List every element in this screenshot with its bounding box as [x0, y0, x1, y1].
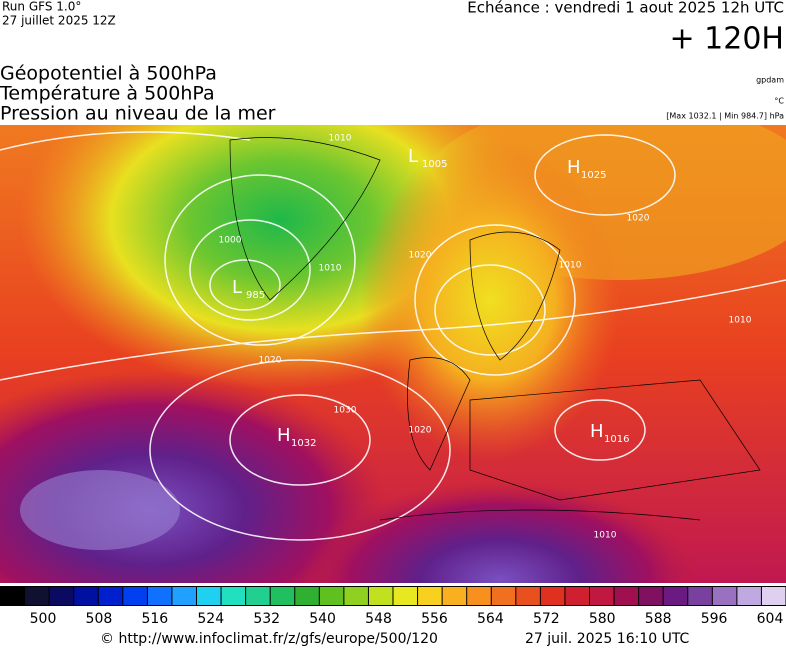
colorbar-label: 564	[477, 611, 504, 627]
title-line: Géopotentiel à 500hPa	[0, 63, 217, 85]
unit-label: [Max 1032.1 | Min 984.7] hPa	[666, 112, 784, 121]
pressure-center-value: 985	[246, 290, 265, 301]
isobar-label: 1000	[219, 236, 242, 246]
colorbar-swatch	[49, 587, 74, 605]
colorbar-swatch	[516, 587, 540, 605]
isobar-label: 1010	[329, 134, 352, 144]
colorbar-swatch	[712, 587, 737, 605]
colorbar-swatch	[467, 587, 491, 605]
colorbar-swatch	[590, 587, 614, 605]
pressure-center-value: 1016	[604, 434, 629, 445]
colorbar-label: 524	[197, 611, 224, 627]
colorbar-label: 588	[645, 611, 672, 627]
footer-time: 27 juil. 2025 16:10 UTC	[525, 631, 690, 647]
run-label: Run GFS 1.0°	[2, 0, 81, 14]
colorbar-label: 604	[757, 611, 784, 627]
colorbar-swatch	[221, 587, 246, 605]
title-line: Température à 500hPa	[0, 83, 215, 105]
isobar-label: 1020	[409, 251, 432, 261]
valid-time: Echéance : vendredi 1 aout 2025 12h UTC	[467, 0, 784, 17]
pressure-center-letter: H	[590, 421, 604, 442]
colorbar-swatch	[246, 587, 270, 605]
colorbar-swatch	[270, 587, 295, 605]
lead-time: + 120H	[670, 22, 785, 57]
colorbar-swatch	[688, 587, 712, 605]
isobar-label: 1010	[594, 531, 617, 541]
colorbar-swatch	[639, 587, 663, 605]
footer-url: © http://www.infoclimat.fr/z/gfs/europe/…	[100, 631, 438, 647]
colorbar-label: 500	[30, 611, 57, 627]
colorbar-swatch	[737, 587, 761, 605]
colorbar-label: 532	[253, 611, 280, 627]
colorbar-swatch	[418, 587, 442, 605]
colorbar-swatch	[0, 587, 25, 605]
colorbar-swatch	[344, 587, 368, 605]
isobar-label: 1020	[409, 426, 432, 436]
colorbar-label: 556	[421, 611, 448, 627]
map-field	[0, 125, 786, 583]
colorbar-swatch	[98, 587, 123, 605]
colorbar-swatch	[197, 587, 221, 605]
pressure-center-letter: L	[408, 146, 418, 167]
colorbar-label: 572	[533, 611, 560, 627]
isobar-label: 1010	[729, 316, 752, 326]
colorbar-label: 540	[309, 611, 336, 627]
colorbar-swatch	[295, 587, 319, 605]
pressure-center-letter: H	[277, 425, 291, 446]
isobar-label: 1010	[559, 261, 582, 271]
colorbar-swatch	[74, 587, 98, 605]
colorbar-label: 596	[701, 611, 728, 627]
pressure-center-letter: L	[232, 277, 242, 298]
unit-label: gpdam	[756, 76, 784, 85]
title-line: Pression au niveau de la mer	[0, 103, 276, 125]
colorbar-swatch	[393, 587, 418, 605]
isobar-label: 1030	[334, 406, 357, 416]
pressure-center-value: 1025	[581, 170, 606, 181]
colorbar-swatch	[761, 587, 786, 605]
colorbar-swatch	[565, 587, 589, 605]
colorbar-swatch	[614, 587, 639, 605]
colorbar-label: 580	[589, 611, 616, 627]
colorbar: 500 508 516 524 532 540 548 556 564 572 580 588 596 6…	[0, 587, 786, 627]
colorbar-label: 508	[86, 611, 113, 627]
isobar-label: 1020	[259, 356, 282, 366]
colorbar-swatch	[540, 587, 565, 605]
colorbar-swatch	[491, 587, 516, 605]
pressure-center-value: 1032	[291, 438, 316, 449]
colorbar-frame	[0, 586, 786, 606]
unit-label: °C	[774, 97, 784, 106]
colorbar-swatch	[663, 587, 688, 605]
colorbar-swatch	[123, 587, 147, 605]
colorbar-label: 516	[141, 611, 168, 627]
colorbar-swatch	[368, 587, 393, 605]
colorbar-swatch	[25, 587, 49, 605]
colorbar-swatch	[442, 587, 467, 605]
run-date: 27 juillet 2025 12Z	[2, 14, 116, 28]
colorbar-swatch	[319, 587, 344, 605]
colorbar-swatch	[147, 587, 172, 605]
isobar-label: 1020	[627, 214, 650, 224]
pressure-center-letter: H	[567, 157, 581, 178]
pressure-center-value: 1005	[422, 159, 447, 170]
colorbar-swatch	[172, 587, 196, 605]
isobar-label: 1010	[319, 264, 342, 274]
colorbar-label: 548	[365, 611, 392, 627]
